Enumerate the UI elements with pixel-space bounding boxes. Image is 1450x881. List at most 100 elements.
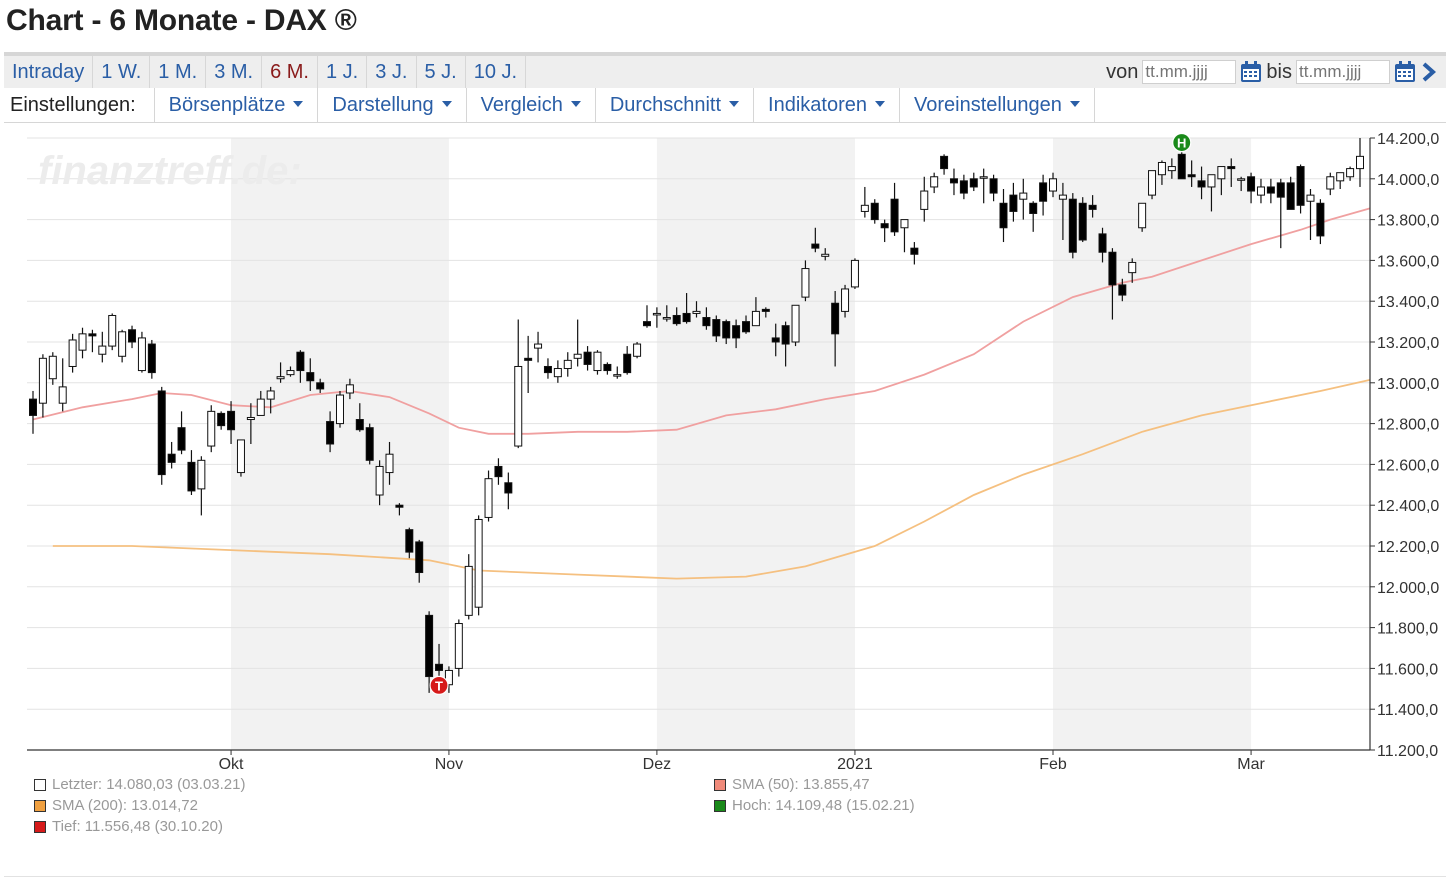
menu-label: Voreinstellungen xyxy=(913,94,1062,116)
candle-body xyxy=(246,416,255,421)
candle-body xyxy=(48,355,57,380)
candles xyxy=(29,138,1364,695)
calendar-icon[interactable] xyxy=(1394,61,1416,83)
candle-body xyxy=(880,223,889,229)
candle-body xyxy=(1346,168,1355,178)
candle-body xyxy=(425,614,434,678)
candle-body xyxy=(1187,174,1196,178)
candle xyxy=(137,331,146,373)
menu-label: Darstellung xyxy=(332,94,434,116)
candle xyxy=(1276,178,1285,249)
candle-body xyxy=(227,410,236,431)
chevron-right-icon[interactable] xyxy=(1420,61,1438,83)
candle xyxy=(1356,138,1364,187)
sma200-path xyxy=(52,379,1371,580)
candle xyxy=(969,172,978,192)
tab-3m[interactable]: 3 M. xyxy=(206,56,263,88)
tab-1w[interactable]: 1 W. xyxy=(93,56,151,88)
x-tick-label: 2021 xyxy=(837,756,873,773)
candle-body xyxy=(1296,166,1305,206)
candle xyxy=(841,284,850,318)
candle-body xyxy=(642,321,651,327)
tab-6m[interactable]: 6 M. xyxy=(262,56,318,88)
candle xyxy=(1128,258,1137,283)
candle xyxy=(821,248,830,261)
candle-body xyxy=(841,288,850,312)
candle xyxy=(78,327,87,359)
candle xyxy=(444,666,453,693)
calendar-icon[interactable] xyxy=(1240,61,1262,83)
settings-label: Einstellungen: xyxy=(4,88,155,122)
candle xyxy=(494,458,503,485)
candle xyxy=(831,291,840,367)
candle-body xyxy=(1326,176,1335,190)
candle xyxy=(999,189,1008,243)
candle-body xyxy=(771,337,780,343)
menu-indikatoren[interactable]: Indikatoren xyxy=(754,88,900,122)
y-tick-label: 12.000,0 xyxy=(1377,580,1439,597)
candle-body xyxy=(940,155,949,170)
candle-body xyxy=(1316,202,1325,237)
bottom-divider xyxy=(4,876,1446,877)
candle-body xyxy=(1088,204,1097,210)
candle-body xyxy=(415,541,424,574)
candle-body xyxy=(296,351,305,372)
candle xyxy=(870,199,879,224)
candle xyxy=(1088,195,1097,218)
legend-swatch xyxy=(34,778,46,791)
candle-body xyxy=(197,459,206,490)
candle xyxy=(722,319,731,345)
legend-swatch xyxy=(714,799,726,812)
tab-intraday[interactable]: Intraday xyxy=(4,56,94,88)
candle xyxy=(246,403,255,444)
candle xyxy=(108,313,117,351)
menu-label: Indikatoren xyxy=(768,94,867,116)
menu-vergleich[interactable]: Vergleich xyxy=(467,88,596,122)
candle-body xyxy=(850,259,859,288)
candle-body xyxy=(633,343,642,357)
candle xyxy=(326,411,335,453)
candle xyxy=(415,539,424,583)
menu-darstellung[interactable]: Darstellung xyxy=(318,88,467,122)
legend-high: Hoch: 14.109,48 (15.02.21) xyxy=(714,797,915,814)
candle-body xyxy=(662,317,671,320)
candle xyxy=(949,168,958,196)
to-date-input[interactable] xyxy=(1296,60,1390,84)
candle xyxy=(177,411,186,455)
candle-body xyxy=(1148,170,1157,196)
candle-body xyxy=(920,190,929,210)
tab-10y[interactable]: 10 J. xyxy=(466,56,527,88)
markers: HT xyxy=(429,132,1192,695)
caret-down-icon xyxy=(729,100,740,107)
candle-body xyxy=(979,176,988,179)
candle xyxy=(860,186,869,218)
menu-boersenplaetze[interactable]: Börsenplätze xyxy=(155,88,319,122)
from-date-input[interactable] xyxy=(1142,60,1237,84)
tab-1y[interactable]: 1 J. xyxy=(318,56,368,88)
candle xyxy=(207,405,216,453)
legend-text: Hoch: 14.109,48 (15.02.21) xyxy=(732,797,915,814)
tab-3y[interactable]: 3 J. xyxy=(367,56,417,88)
candle xyxy=(375,460,384,506)
candle-body xyxy=(1098,233,1107,253)
tab-1m[interactable]: 1 M. xyxy=(150,56,207,88)
candle xyxy=(1177,152,1186,180)
candle-body xyxy=(761,308,770,312)
candle xyxy=(157,386,166,485)
from-label: von xyxy=(1106,60,1139,83)
menu-voreinstellungen[interactable]: Voreinstellungen xyxy=(900,88,1095,122)
candle xyxy=(1306,189,1315,240)
candle xyxy=(553,360,562,383)
tab-5y[interactable]: 5 J. xyxy=(417,56,466,88)
x-tick-label: Mar xyxy=(1237,756,1265,773)
candle xyxy=(751,297,760,327)
candle xyxy=(672,307,681,326)
candle xyxy=(534,331,543,363)
candle xyxy=(98,331,107,363)
menu-durchschnitt[interactable]: Durchschnitt xyxy=(596,88,755,122)
candle xyxy=(979,168,988,204)
title-divider xyxy=(4,52,1446,56)
candle-body xyxy=(266,390,275,400)
candle xyxy=(1256,178,1265,204)
candle xyxy=(1207,174,1216,212)
